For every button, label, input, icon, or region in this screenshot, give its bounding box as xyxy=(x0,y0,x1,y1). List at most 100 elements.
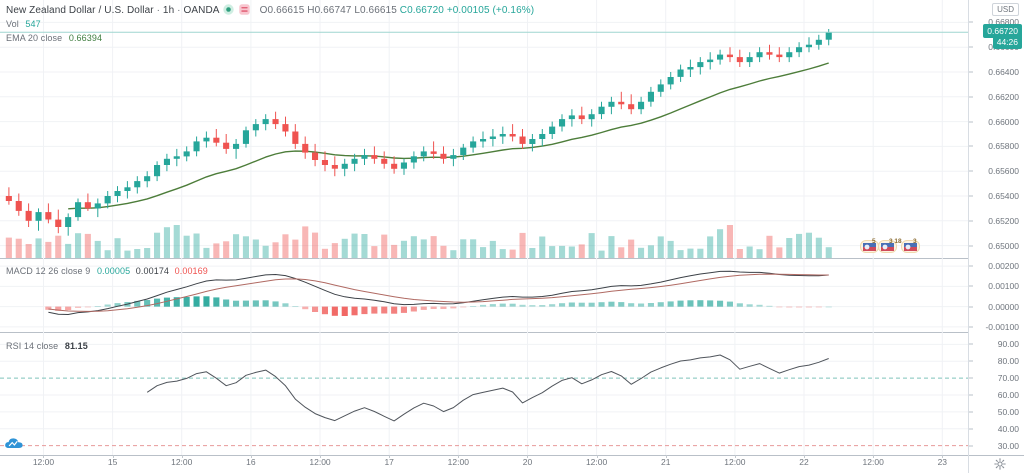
macd-axis-label-0: 0.00200 xyxy=(988,261,1019,271)
macd-axis-label-3-tick xyxy=(969,326,973,328)
macd-axis-label-0-tick xyxy=(969,265,973,267)
time-axis-label-10: 12:00 xyxy=(724,457,746,467)
flag-badge-2-count: 3 18 xyxy=(889,238,902,245)
time-axis-tick-4 xyxy=(320,455,322,458)
legend-sep-1: · xyxy=(156,5,161,16)
current-price-tag[interactable]: 0.66720 xyxy=(983,24,1022,38)
macd-value-hist: 0.00005 xyxy=(96,266,131,276)
time-axis-label-12: 12:00 xyxy=(862,457,884,467)
price-axis-label-6: 0.65600 xyxy=(988,166,1019,176)
price-axis-label-0: 0.66800 xyxy=(988,17,1019,27)
time-axis-tick-12 xyxy=(873,455,875,458)
rsi-axis-label-5: 40.00 xyxy=(997,424,1019,434)
price-axis-label-1-tick xyxy=(969,46,973,48)
symbol-name[interactable]: New Zealand Dollar / U.S. Dollar xyxy=(6,5,154,16)
macd-value-signal: 0.00169 xyxy=(174,266,208,276)
green-dot-icon[interactable] xyxy=(223,4,234,15)
flag-badge-3-count: 3 xyxy=(913,238,917,245)
rsi-label: RSI 14 close xyxy=(6,341,59,351)
time-axis-tick-0 xyxy=(43,455,45,458)
red-square-icon[interactable] xyxy=(239,4,250,15)
rsi-axis-label-1: 80.00 xyxy=(997,356,1019,366)
price-axis-label-3: 0.66200 xyxy=(988,92,1019,102)
rsi-axis-label-1-tick xyxy=(969,360,973,362)
flag-badge-1-count: 5 xyxy=(872,238,876,245)
cloud-icon[interactable] xyxy=(4,436,24,450)
rsi-axis-label-0-tick xyxy=(969,343,973,345)
rsi-axis-label-6-tick xyxy=(969,445,973,447)
price-axis-label-0-tick xyxy=(969,21,973,23)
macd-axis-label-2-tick xyxy=(969,306,973,308)
price-axis[interactable]: USD 0.668000.666000.664000.662000.660000… xyxy=(968,0,1024,473)
rsi-legend[interactable]: RSI 14 close 81.15 xyxy=(6,341,88,351)
rsi-axis-label-0: 90.00 xyxy=(997,339,1019,349)
flag-badge-3[interactable] xyxy=(901,240,920,253)
rsi-axis-label-4-tick xyxy=(969,411,973,413)
time-axis-label-4: 12:00 xyxy=(309,457,331,467)
pane-separator-rsi[interactable] xyxy=(0,332,968,333)
rsi-axis-label-6: 30.00 xyxy=(997,441,1019,451)
symbol-legend[interactable]: New Zealand Dollar / U.S. Dollar · 1h · … xyxy=(6,4,534,16)
price-axis-label-7: 0.65400 xyxy=(988,191,1019,201)
price-axis-label-8-tick xyxy=(969,220,973,222)
time-axis-label-2: 12:00 xyxy=(171,457,193,467)
rsi-axis-label-4: 50.00 xyxy=(997,407,1019,417)
time-axis-label-3: 16 xyxy=(246,457,256,467)
price-axis-label-4-tick xyxy=(969,121,973,123)
price-axis-label-9-tick xyxy=(969,245,973,247)
legend-sep-2: · xyxy=(177,5,181,16)
ema-legend[interactable]: EMA 20 close 0.66394 xyxy=(6,33,102,43)
price-axis-label-2: 0.66400 xyxy=(988,67,1019,77)
macd-label: MACD 12 26 close 9 xyxy=(6,266,91,276)
time-axis-tick-3 xyxy=(250,455,252,458)
rsi-axis-label-2-tick xyxy=(969,377,973,379)
volume-legend[interactable]: Vol 547 xyxy=(6,19,41,29)
gear-icon[interactable] xyxy=(994,458,1006,470)
ohlc-high: H0.66747 xyxy=(307,5,352,16)
time-axis[interactable]: 12:00 15 12:00 16 12:00 17 12:00 20 12:00 21 12:00… xyxy=(0,455,968,473)
exchange-label[interactable]: OANDA xyxy=(183,5,219,16)
time-axis-tick-1 xyxy=(112,455,114,458)
pane-separator-macd[interactable] xyxy=(0,258,968,259)
time-axis-label-7: 20 xyxy=(522,457,533,467)
currency-badge: USD xyxy=(992,3,1019,16)
time-axis-label-6: 12:00 xyxy=(447,457,469,467)
ema-label: EMA 20 close xyxy=(6,33,63,43)
rsi-axis-label-3: 60.00 xyxy=(997,390,1019,400)
macd-axis-label-1: 0.00100 xyxy=(988,281,1019,291)
rsi-axis-label-5-tick xyxy=(969,428,973,430)
time-axis-tick-11 xyxy=(804,455,806,458)
time-axis-divider xyxy=(0,455,1024,456)
rsi-axis-label-2: 70.00 xyxy=(997,373,1019,383)
price-axis-label-2-tick xyxy=(969,71,973,73)
volume-label: Vol xyxy=(6,19,19,29)
price-axis-label-6-tick xyxy=(969,170,973,172)
ohlc-change: +0.00105 xyxy=(446,5,490,16)
ohlc-close: C0.66720 xyxy=(399,5,444,16)
price-axis-label-3-tick xyxy=(969,96,973,98)
time-axis-label-8: 12:00 xyxy=(585,457,608,467)
chart-canvas[interactable] xyxy=(0,0,968,455)
macd-axis-label-1-tick xyxy=(969,285,973,287)
price-axis-label-8: 0.65200 xyxy=(988,216,1019,226)
time-axis-label-1: 15 xyxy=(107,457,118,467)
rsi-value: 81.15 xyxy=(64,341,88,351)
macd-legend[interactable]: MACD 12 26 close 9 0.00005 0.00174 0.001… xyxy=(6,266,208,276)
ohlc-low: L0.66615 xyxy=(354,5,397,16)
flag-badge-1[interactable] xyxy=(860,240,879,253)
time-axis-tick-7 xyxy=(527,455,529,458)
ohlc-change-pct: (+0.16%) xyxy=(492,5,535,16)
time-axis-label-5: 17 xyxy=(384,457,394,467)
interval-label[interactable]: 1h xyxy=(162,5,175,16)
flag-badge-2[interactable] xyxy=(878,240,897,253)
macd-axis-label-3: -0.00100 xyxy=(985,322,1019,332)
macd-value-line: 0.00174 xyxy=(135,266,170,276)
price-axis-label-7-tick xyxy=(969,195,973,197)
time-axis-tick-2 xyxy=(181,455,183,458)
time-axis-tick-13 xyxy=(942,455,944,458)
countdown-tag: 44:26 xyxy=(992,35,1022,49)
time-axis-tick-6 xyxy=(458,455,460,458)
time-axis-label-0: 12:00 xyxy=(32,457,55,467)
price-axis-label-9: 0.65000 xyxy=(988,241,1019,251)
